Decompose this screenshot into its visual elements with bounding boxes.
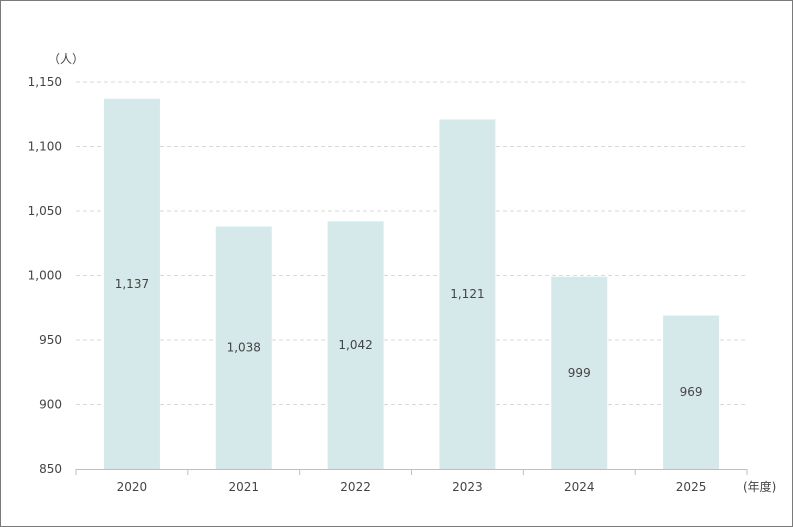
bar-value-label: 999: [568, 366, 591, 380]
y-tick-label: 850: [39, 462, 62, 476]
bar-2020: [103, 98, 160, 470]
y-tick-label: 1,100: [28, 140, 62, 154]
x-tick-label: 2024: [564, 480, 595, 494]
bar-2025: [663, 315, 720, 469]
y-tick-label: 950: [39, 333, 62, 347]
bar-2024: [551, 276, 608, 469]
y-tick-label: 1,050: [28, 204, 62, 218]
x-tick-label: 2023: [452, 480, 483, 494]
bar-2023: [439, 119, 496, 469]
bar-value-label: 1,137: [115, 277, 149, 291]
bar-2021: [215, 226, 272, 469]
x-tick-label: 2020: [117, 480, 148, 494]
y-axis-unit-label: （人）: [48, 52, 84, 66]
bar-value-label: 1,121: [450, 287, 484, 301]
x-tick-label: 2025: [676, 480, 707, 494]
x-tick-label: 2021: [228, 480, 259, 494]
grid-layer: [76, 81, 747, 405]
bar-value-label: 1,042: [338, 338, 372, 352]
y-tick-label: 900: [39, 398, 62, 412]
bar-layer: 1,137 1,038 1,042 1,121 999 969: [103, 98, 720, 470]
bar-2022: [327, 221, 384, 469]
y-tick-label: 1,000: [28, 269, 62, 283]
axis-layer: 850 900 950 1,000 1,050 1,100 1,150 2020 2021 202…: [28, 75, 748, 494]
bar-value-label: 1,038: [227, 341, 261, 355]
x-axis-unit-label: (年度): [743, 479, 776, 494]
bar-value-label: 969: [680, 385, 703, 399]
x-tick-label: 2022: [340, 480, 371, 494]
y-tick-label: 1,150: [28, 75, 62, 89]
